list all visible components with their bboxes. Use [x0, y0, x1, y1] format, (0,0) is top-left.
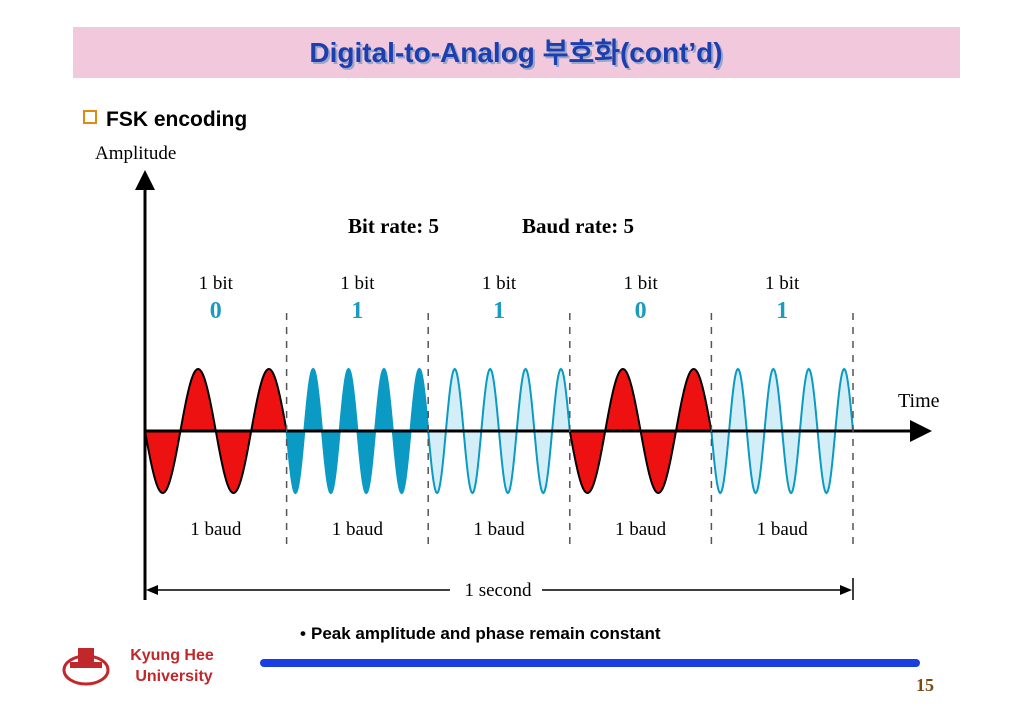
section-heading: FSK encoding	[106, 108, 247, 131]
duration-arrow	[840, 585, 852, 595]
bit-label: 1 bit	[340, 273, 375, 294]
baud-rate: Baud rate: 5	[522, 214, 634, 238]
duration-arrow	[146, 585, 158, 595]
x-axis-arrow	[910, 420, 932, 442]
bit-value: 1	[351, 298, 363, 324]
y-axis-label: Amplitude	[95, 143, 176, 164]
x-axis-label: Time	[898, 390, 940, 412]
baud-label: 1 baud	[190, 519, 242, 540]
page-number: 15	[916, 675, 934, 695]
bit-value: 0	[210, 298, 222, 324]
duration-label: 1 second	[464, 580, 532, 601]
title-bar	[73, 27, 960, 78]
baud-label: 1 baud	[332, 519, 384, 540]
baud-label: 1 baud	[615, 519, 667, 540]
title: Digital-to-Analog 부호화(cont’d)	[309, 37, 722, 68]
bit-label: 1 bit	[623, 273, 658, 294]
university-name: Kyung Hee	[130, 647, 214, 664]
note-bullet: •	[300, 624, 306, 643]
bit-rate: Bit rate: 5	[348, 214, 439, 238]
baud-label: 1 baud	[473, 519, 525, 540]
bit-label: 1 bit	[765, 273, 800, 294]
university-name: University	[135, 668, 212, 685]
bullet-square	[83, 110, 97, 124]
bit-label: 1 bit	[199, 273, 234, 294]
title-shadow: Digital-to-Analog 부호화(cont’d)	[311, 39, 724, 70]
bit-value: 0	[635, 298, 647, 324]
bit-value: 1	[776, 298, 788, 324]
y-axis-arrow	[135, 170, 155, 190]
note: Peak amplitude and phase remain constant	[311, 624, 661, 643]
baud-label: 1 baud	[757, 519, 809, 540]
bit-label: 1 bit	[482, 273, 517, 294]
bit-value: 1	[493, 298, 505, 324]
logo	[62, 648, 110, 686]
